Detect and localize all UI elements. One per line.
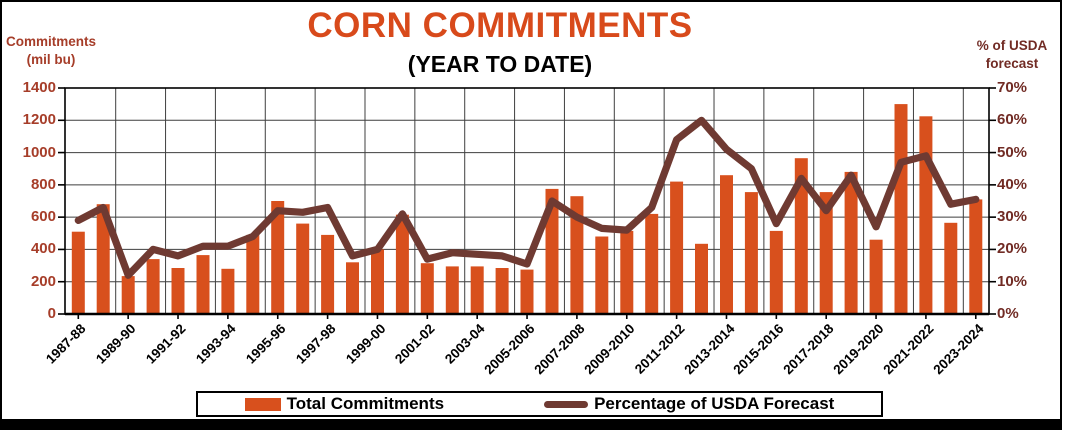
bar-2011-2012 [670,181,684,314]
bar-2015-2016 [769,230,783,314]
bar-1992-93 [196,255,210,314]
legend-line-label: Percentage of USDA Forecast [594,394,835,413]
left-tick-800: 800 [30,175,56,193]
bar-1996-97 [296,223,310,314]
chart-title: CORN COMMITMENTS [307,6,693,45]
bar-2017-2018 [819,192,833,314]
right-tick-60%: 60% [997,111,1028,129]
percentage-line [74,116,980,279]
legend-bars-label: Total Commitments [286,394,445,413]
bar-1995-96 [271,201,285,314]
bar-2008-2009 [595,236,609,314]
bottom-black-bar [0,419,1062,430]
bar-2020-2021 [894,104,908,314]
bar-2001-02 [420,263,434,314]
bar-2002-03 [445,266,459,314]
bar-2022-2023 [944,222,958,314]
right-axis-title: % of USDA forecast [962,37,1062,72]
bar-2016-2017 [794,158,808,314]
bar-2005-2006 [520,269,534,314]
left-axis-title-line2: (mil bu) [26,51,76,67]
right-tick-50%: 50% [997,143,1028,161]
left-axis-title-line1: Commitments [5,34,96,49]
right-tick-70%: 70% [997,79,1028,96]
right-tick-10%: 10% [997,272,1028,290]
line-swatch-icon [544,400,589,408]
bar-2013-2014 [720,175,733,314]
bar-2009-2010 [620,230,634,314]
legend: Total Commitments Percentage of USDA For… [196,391,883,417]
bar-1990-91 [146,259,160,314]
bar-swatch-icon [244,397,281,411]
bar-1988-89 [96,204,110,314]
bar-2012-2013 [695,243,708,314]
bar-2007-2008 [570,196,584,314]
left-tick-1000: 1000 [22,143,56,161]
bar-2014-2015 [744,192,758,314]
bar-1997-98 [321,234,335,314]
left-tick-1400: 1400 [22,79,56,96]
left-tick-600: 600 [30,208,56,226]
right-tick-20%: 20% [997,240,1028,258]
bar-1987-88 [71,231,85,314]
left-tick-1200: 1200 [22,111,56,129]
left-tick-0: 0 [47,305,56,322]
right-tick-0%: 0% [997,305,1019,322]
bar-2018-2019 [844,171,858,314]
bar-2003-04 [470,266,484,314]
bar-2010-2011 [645,213,659,314]
left-tick-200: 200 [30,272,56,290]
bar-1991-92 [171,268,185,314]
bar-1993-94 [221,268,235,314]
left-tick-400: 400 [30,240,56,258]
bar-2021-2022 [919,116,933,315]
bar-1998-99 [346,262,359,314]
bar-2019-2020 [869,239,883,314]
plot-area [58,87,996,319]
chart-subtitle: (YEAR TO DATE) [407,51,593,77]
right-axis-title-line1: % of USDA [976,38,1048,53]
bar-2006-2007 [545,188,559,314]
bar-1994-95 [246,234,260,314]
bar-2000-01 [395,214,409,314]
left-axis-title: Commitments (mil bu) [4,33,98,68]
legend-entry-bars: Total Commitments [244,394,445,414]
right-tick-30%: 30% [997,208,1028,226]
legend-entry-line: Percentage of USDA Forecast [544,394,834,414]
bar-2023-2024 [969,199,983,314]
chart-svg [58,87,996,319]
right-axis-title-line2: forecast [985,55,1039,71]
bar-1989-90 [121,276,135,314]
bar-2004-05 [495,268,509,314]
right-tick-40%: 40% [997,175,1028,193]
bar-1999-00 [371,249,384,314]
